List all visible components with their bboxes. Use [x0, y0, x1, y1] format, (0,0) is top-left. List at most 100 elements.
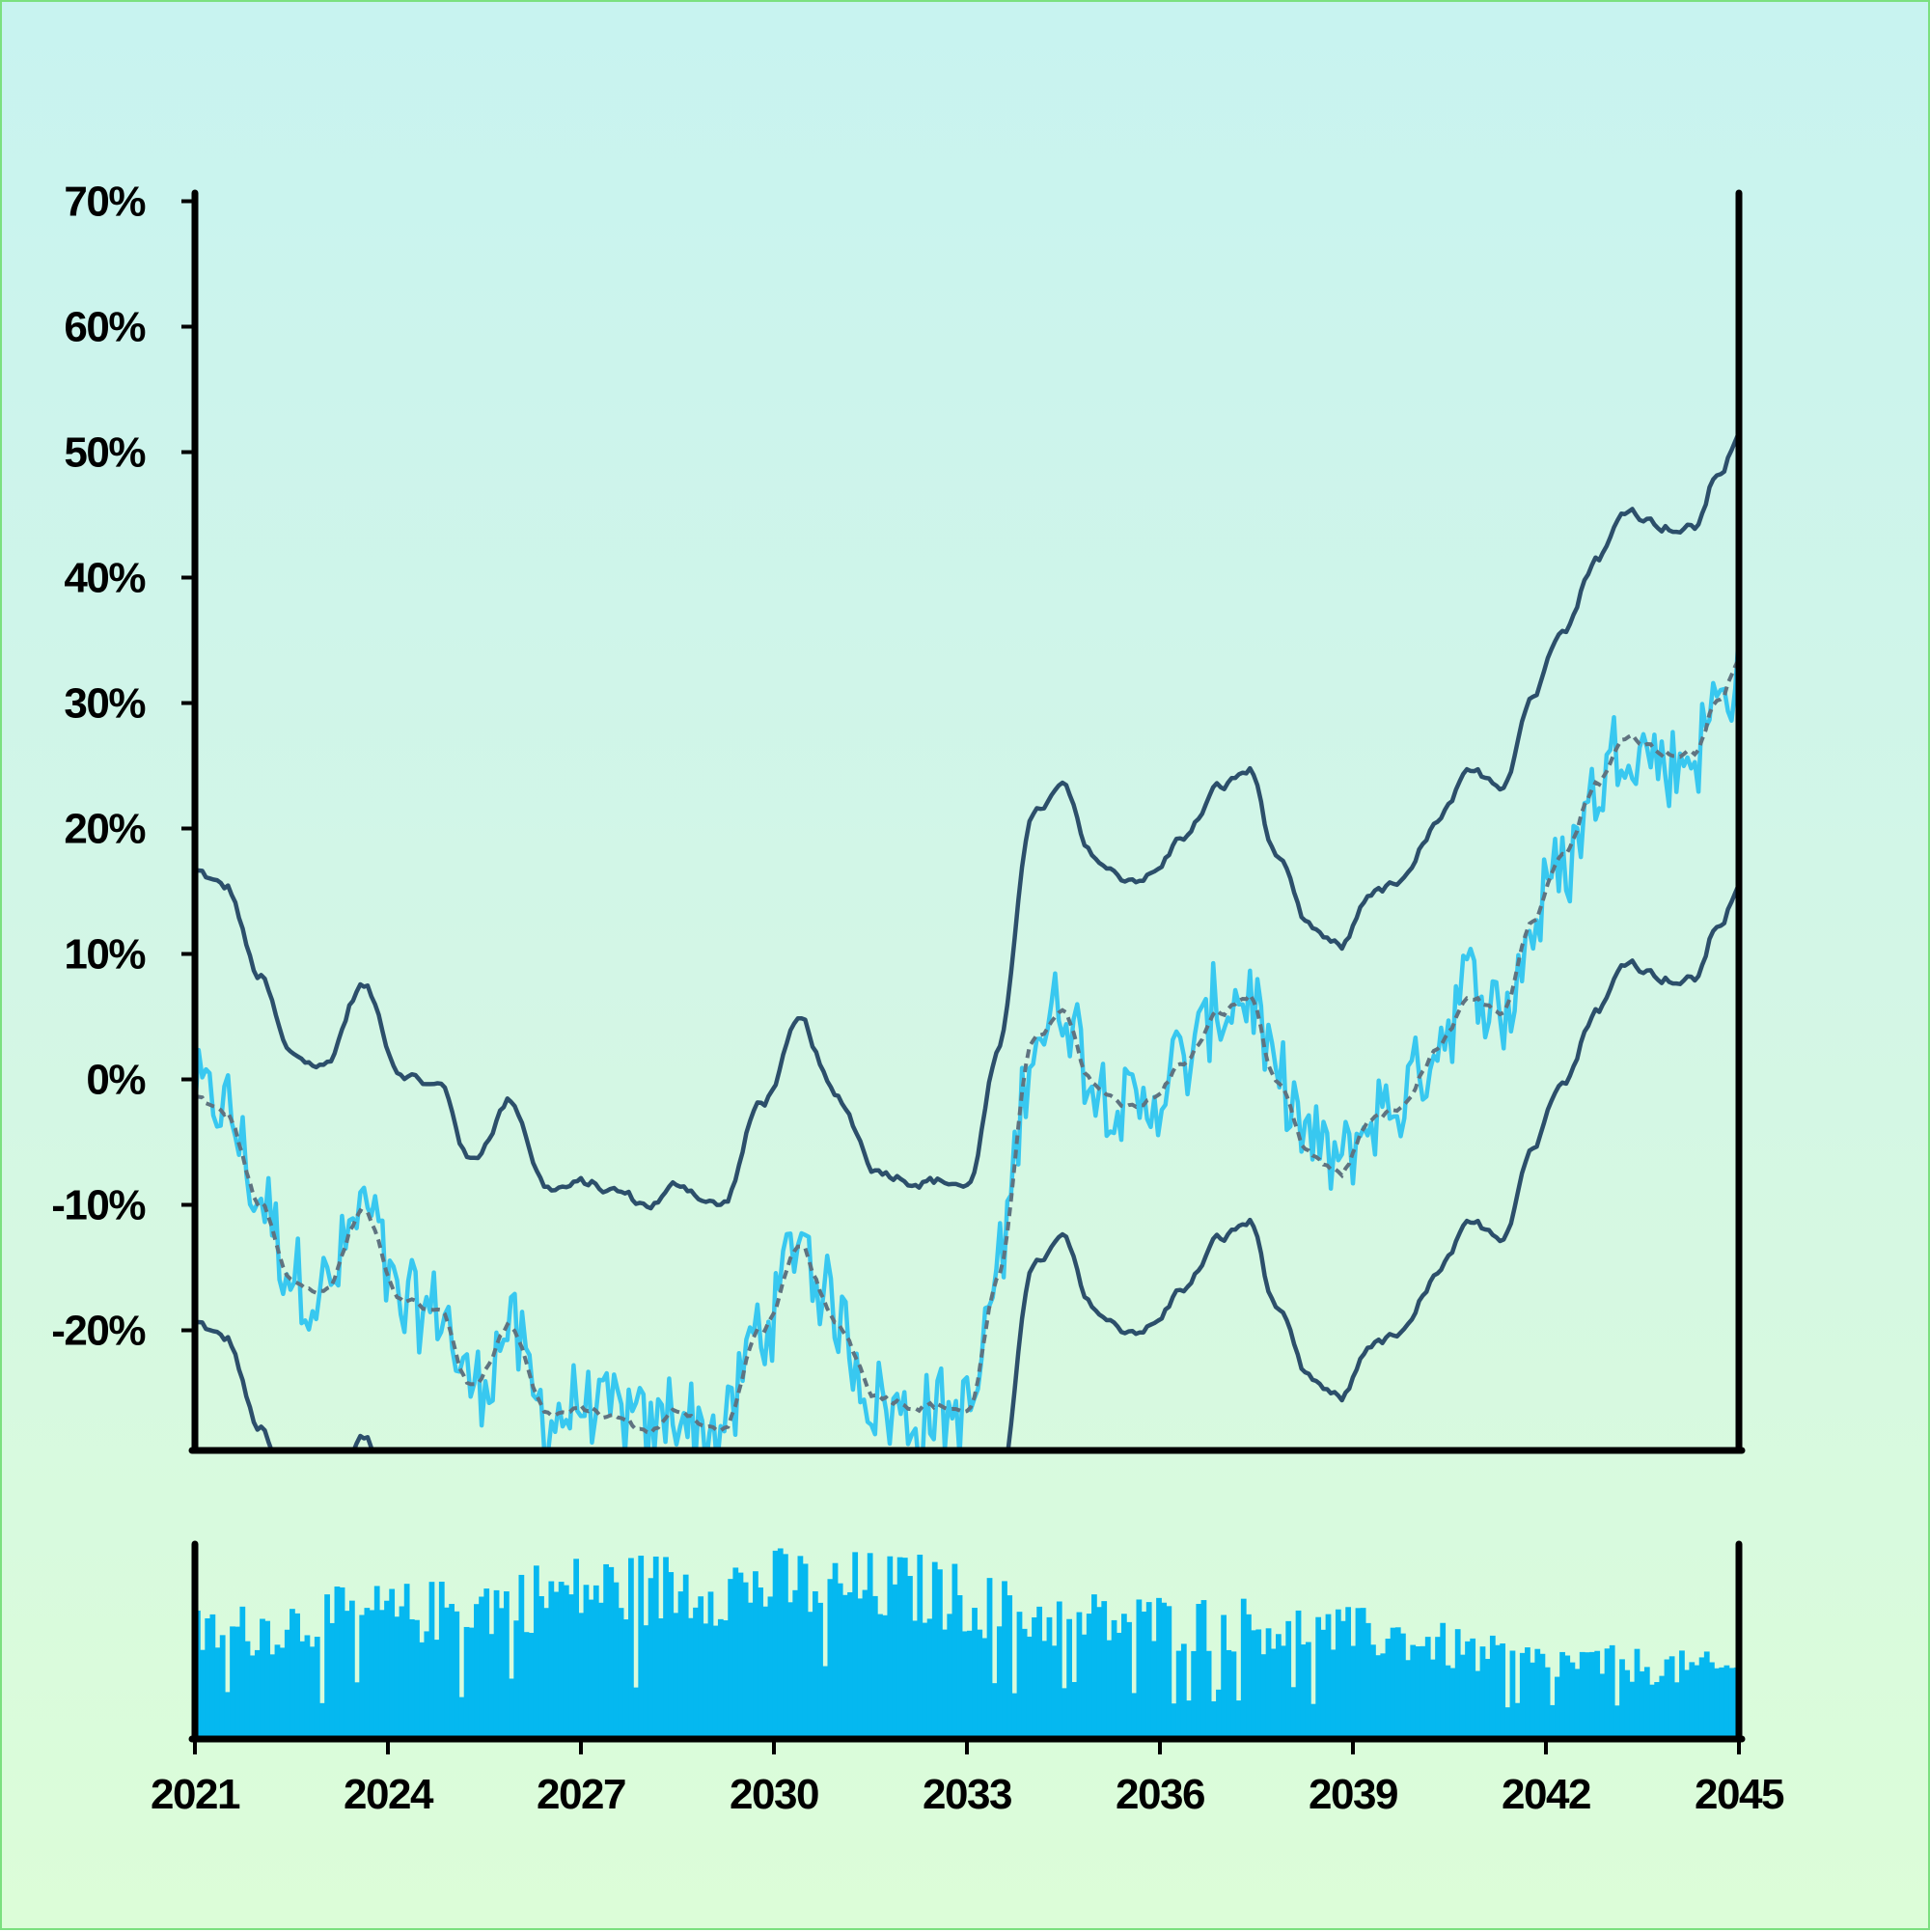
volume-bar	[284, 1629, 290, 1739]
y-tick-label: 70%	[64, 179, 145, 226]
volume-bar	[1574, 1669, 1581, 1739]
moving-average-line	[195, 657, 1739, 1436]
upper-band-line	[195, 431, 1739, 1211]
volume-bar	[1659, 1675, 1666, 1739]
volume-bar	[468, 1627, 475, 1739]
volume-bar	[1196, 1603, 1202, 1739]
volume-bar	[703, 1623, 709, 1739]
volume-bar	[807, 1612, 813, 1739]
volume-bar	[912, 1620, 918, 1739]
volume-bar	[573, 1559, 580, 1739]
volume-bar	[369, 1610, 375, 1739]
volume-bar	[1723, 1665, 1730, 1739]
volume-bar	[1340, 1620, 1346, 1739]
volume-bar	[299, 1641, 306, 1739]
volume-bar	[1465, 1641, 1471, 1739]
volume-bar	[1504, 1707, 1511, 1739]
volume-bar	[783, 1554, 788, 1739]
volume-bar	[707, 1591, 714, 1739]
volume-bar	[424, 1631, 430, 1739]
volume-bar	[1555, 1676, 1560, 1739]
volume-bar	[1415, 1646, 1421, 1739]
volume-bar	[1673, 1682, 1680, 1739]
y-tick-label: 10%	[64, 931, 145, 979]
volume-bar	[832, 1562, 839, 1739]
volume-bar	[463, 1626, 470, 1739]
volume-bar	[488, 1634, 495, 1739]
volume-bar	[1585, 1652, 1590, 1739]
volume-bar	[1420, 1645, 1426, 1739]
volume-bar	[458, 1697, 465, 1739]
volume-bar	[1265, 1628, 1272, 1739]
volume-bar	[593, 1585, 599, 1739]
volume-bar	[1698, 1657, 1705, 1739]
volume-bar	[419, 1642, 426, 1739]
volume-bar	[1051, 1645, 1058, 1739]
volume-bar	[1484, 1658, 1491, 1739]
volume-bar	[732, 1567, 739, 1739]
volume-bar	[682, 1574, 689, 1739]
volume-bar	[1459, 1654, 1466, 1739]
volume-bar	[1624, 1670, 1631, 1739]
volume-bar	[1709, 1662, 1715, 1739]
volume-bar	[767, 1596, 774, 1739]
volume-bar	[1186, 1700, 1192, 1739]
volume-bar	[1235, 1700, 1242, 1739]
volume-bar	[1101, 1601, 1108, 1739]
y-tick-label: 20%	[64, 806, 145, 853]
volume-bar	[339, 1587, 345, 1739]
volume-bar	[1609, 1644, 1615, 1739]
volume-bar	[1216, 1689, 1222, 1739]
volume-bar	[1424, 1637, 1431, 1739]
volume-bar	[1619, 1659, 1625, 1739]
volume-bar	[1175, 1650, 1182, 1739]
volume-bar	[260, 1618, 265, 1739]
volume-bar	[1613, 1705, 1620, 1739]
volume-bar	[1454, 1629, 1461, 1739]
volume-bar	[234, 1626, 241, 1739]
y-tick-label: -20%	[51, 1308, 145, 1355]
volume-bar	[314, 1637, 320, 1739]
volume-bar	[1449, 1668, 1456, 1739]
volume-bar	[1200, 1600, 1207, 1739]
volume-bar	[1604, 1648, 1611, 1739]
price-panel: 70% 60% 50% 40% 30% 20% 10% 0% -10% -20%	[51, 179, 1746, 1454]
volume-bar	[1205, 1650, 1212, 1739]
volume-bar	[867, 1553, 873, 1739]
volume-bar	[1589, 1651, 1595, 1739]
y-axis-ticks: 70% 60% 50% 40% 30% 20% 10% 0% -10% -20%	[51, 179, 195, 1355]
volume-bar	[1270, 1648, 1277, 1739]
volume-bar	[1370, 1644, 1376, 1739]
volume-bar	[378, 1610, 385, 1739]
volume-bar	[583, 1585, 590, 1739]
volume-bar	[1335, 1609, 1341, 1739]
volume-bar	[1145, 1602, 1152, 1739]
volume-bar	[1086, 1614, 1092, 1739]
volume-bar	[1385, 1639, 1392, 1739]
volume-bar	[1330, 1649, 1337, 1739]
volume-bar	[1156, 1597, 1162, 1739]
x-tick-label: 2027	[537, 1771, 625, 1818]
volume-bar	[1066, 1618, 1072, 1739]
volume-bar	[668, 1572, 675, 1739]
volume-bar	[1221, 1615, 1227, 1739]
volume-bar	[802, 1563, 809, 1739]
volume-bar	[1150, 1641, 1157, 1739]
y-tick-label: 30%	[64, 680, 145, 728]
volume-bar	[1106, 1640, 1113, 1739]
volume-bars	[195, 1548, 1739, 1739]
volume-bar	[1161, 1602, 1168, 1739]
volume-bar	[1569, 1662, 1576, 1739]
volume-bar	[827, 1579, 834, 1739]
volume-bar	[817, 1602, 823, 1739]
volume-bar	[1360, 1608, 1366, 1739]
volume-bar	[334, 1587, 341, 1739]
volume-bar	[1719, 1667, 1725, 1739]
volume-bar	[1714, 1668, 1720, 1739]
volume-bar	[852, 1552, 859, 1739]
volume-bar	[244, 1641, 251, 1739]
volume-bar	[1191, 1650, 1198, 1739]
volume-bar	[224, 1692, 231, 1739]
volume-bar	[578, 1613, 585, 1739]
